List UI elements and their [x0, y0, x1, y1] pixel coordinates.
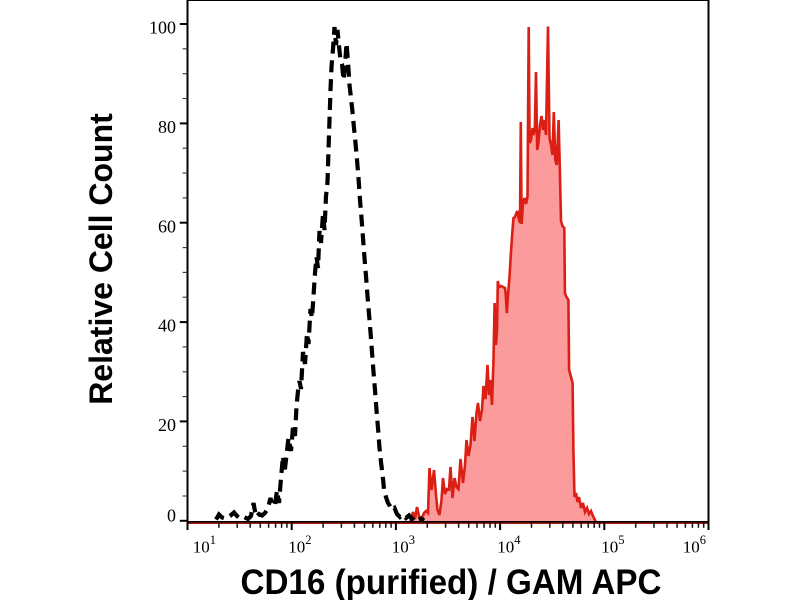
svg-text:CD16 (purified) / GAM APC: CD16 (purified) / GAM APC	[241, 563, 662, 600]
svg-text:20: 20	[158, 415, 176, 435]
svg-text:Relative Cell Count: Relative Cell Count	[83, 113, 119, 405]
svg-text:100: 100	[149, 18, 176, 38]
svg-text:0: 0	[167, 506, 176, 526]
svg-text:60: 60	[158, 216, 176, 236]
svg-text:80: 80	[158, 117, 176, 137]
svg-text:40: 40	[158, 316, 176, 336]
